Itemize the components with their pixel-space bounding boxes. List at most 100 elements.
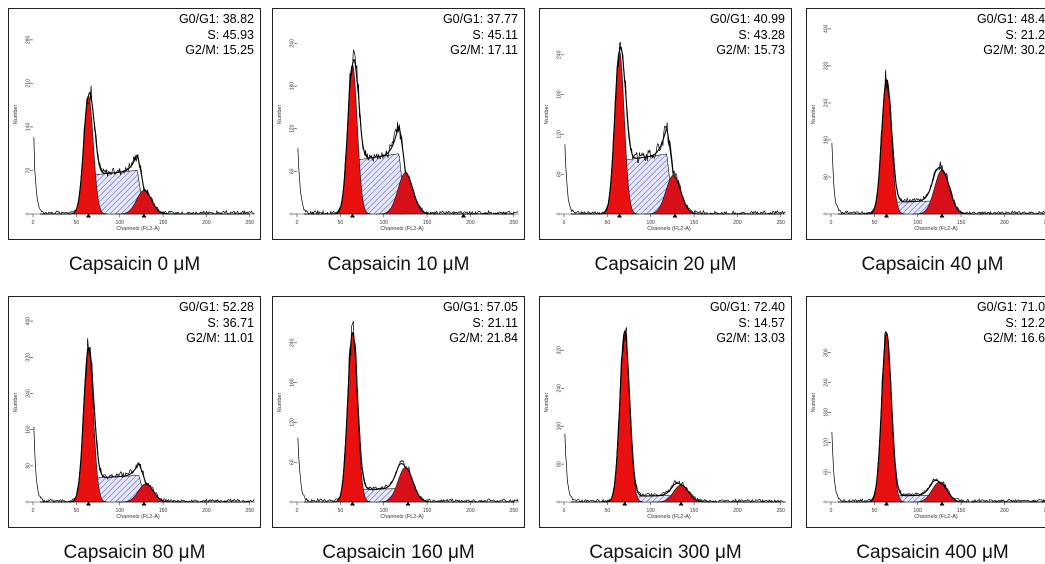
x-tick-label: 200 xyxy=(733,220,742,226)
panel-caption: Capsaicin 300 μM xyxy=(589,542,742,563)
peak-marker xyxy=(939,501,945,506)
y-tick-label: 400 xyxy=(25,317,31,326)
x-axis-label: Channels (FL2-A) xyxy=(914,226,958,232)
histogram-svg: 0 80 160 240 320 0 50 100 150 200 250 Channels (FL2… xyxy=(544,327,786,520)
y-tick-label: 240 xyxy=(557,384,563,393)
plot-frame: 0 80 160 240 320 400 0 50 100 150 200 250 Channels (… xyxy=(806,8,1045,240)
y-tick-label: 320 xyxy=(824,62,830,71)
x-axis-label: Channels (FL2-A) xyxy=(647,226,691,232)
panel-caption: Capsaicin 160 μM xyxy=(322,542,475,563)
y-tick-label: 210 xyxy=(26,79,32,88)
phase-stats: G0/G1: 37.77 S: 45.11 G2/M: 17.11 xyxy=(443,12,518,59)
y-tick-label: 0 xyxy=(290,500,296,503)
plot-frame: 0 60 120 180 240 0 50 100 150 200 250 Channels (FL2… xyxy=(539,8,792,240)
y-tick-label: 320 xyxy=(26,353,32,362)
peak-marker xyxy=(350,213,355,218)
stat-g2m: G2/M: 11.01 xyxy=(186,331,254,345)
x-tick-label: 250 xyxy=(777,220,786,226)
x-tick-label: 50 xyxy=(338,220,344,226)
stat-s: S: 43.28 xyxy=(738,27,785,42)
phase-stats: G0/G1: 52.28 S: 36.71 G2/M: 11.01 xyxy=(179,300,254,347)
y-tick-label: 140 xyxy=(26,123,32,132)
y-tick-label: 80 xyxy=(557,461,563,467)
stat-g0g1: G0/G1: 40.99 xyxy=(709,12,785,26)
y-tick-label: 240 xyxy=(26,389,32,398)
plot-frame: 0 60 120 180 240 0 50 100 150 200 250 Channels (FL2… xyxy=(272,8,525,240)
x-tick-label: 50 xyxy=(338,508,344,514)
histogram-svg: 0 60 120 180 240 300 0 50 100 150 200 250 Channels (… xyxy=(811,330,1045,520)
x-tick-label: 0 xyxy=(563,220,566,226)
x-axis-label: Channels (FL2-A) xyxy=(647,514,691,520)
x-tick-label: 50 xyxy=(74,220,80,226)
raw-data-line xyxy=(297,49,519,216)
x-tick-label: 250 xyxy=(1044,508,1045,514)
x-axis-label: Channels (FL2-A) xyxy=(914,514,958,520)
panel-caption: Capsaicin 40 μM xyxy=(861,254,1004,275)
x-tick-label: 250 xyxy=(246,220,255,226)
y-axis-label: Number xyxy=(13,105,19,125)
peak-marker xyxy=(350,501,355,506)
x-tick-label: 200 xyxy=(1000,508,1009,514)
x-tick-label: 150 xyxy=(690,220,699,226)
x-tick-label: 100 xyxy=(380,220,389,226)
histogram-svg: 0 60 120 180 240 0 50 100 150 200 250 Channels (FL2… xyxy=(277,320,519,520)
phase-stats: G0/G1: 38.82 S: 45.93 G2/M: 15.25 xyxy=(179,12,254,59)
stat-g0g1: G0/G1: 48.43 xyxy=(976,12,1045,26)
x-tick-label: 0 xyxy=(32,220,35,226)
model-fit-line xyxy=(570,329,781,503)
y-tick-label: 160 xyxy=(26,425,32,434)
x-tick-label: 200 xyxy=(466,220,475,226)
stat-g2m: G2/M: 13.03 xyxy=(716,331,785,345)
model-fit-line xyxy=(570,46,781,215)
model-fit-line xyxy=(39,346,250,503)
histogram-svg: 0 70 140 210 280 0 50 100 150 200 250 Channels (FL2… xyxy=(13,35,255,232)
y-tick-label: 240 xyxy=(557,50,563,59)
peak-marker xyxy=(461,213,466,218)
y-tick-label: 120 xyxy=(290,418,296,427)
plot-frame: 0 60 120 180 240 300 0 50 100 150 200 250 Channels (… xyxy=(806,296,1045,528)
g0g1-peak xyxy=(605,330,644,503)
y-tick-label: 120 xyxy=(824,438,830,447)
g0g1-peak xyxy=(867,79,906,215)
y-axis-label: Number xyxy=(544,393,550,413)
y-tick-label: 60 xyxy=(824,469,830,475)
x-tick-label: 150 xyxy=(957,508,966,514)
x-tick-label: 200 xyxy=(466,508,475,514)
stat-g2m: G2/M: 15.25 xyxy=(185,43,254,57)
x-axis-label: Channels (FL2-A) xyxy=(116,514,160,520)
peak-marker xyxy=(141,213,147,218)
y-axis-label: Number xyxy=(277,393,283,413)
y-tick-label: 0 xyxy=(290,212,296,215)
peak-marker xyxy=(622,501,628,506)
x-tick-label: 150 xyxy=(423,220,432,226)
panel-caption: Capsaicin 20 μM xyxy=(594,254,737,275)
y-tick-label: 0 xyxy=(824,212,830,215)
x-tick-label: 250 xyxy=(1044,220,1045,226)
stat-g2m: G2/M: 17.11 xyxy=(450,43,518,57)
model-fit-line xyxy=(303,331,514,503)
raw-data-line xyxy=(297,320,519,503)
g0g1-peak xyxy=(333,332,372,503)
raw-data-line xyxy=(831,330,1045,503)
stat-g0g1: G0/G1: 72.40 xyxy=(709,300,785,314)
peak-marker xyxy=(141,501,147,506)
peak-marker xyxy=(678,501,684,506)
stat-s: S: 12.26 xyxy=(1005,315,1045,330)
stat-g0g1: G0/G1: 37.77 xyxy=(442,12,518,26)
peak-marker xyxy=(617,213,622,218)
phase-stats: G0/G1: 57.05 S: 21.11 G2/M: 21.84 xyxy=(443,300,518,347)
panel-caption: Capsaicin 10 μM xyxy=(327,254,470,275)
x-tick-label: 150 xyxy=(423,508,432,514)
stat-g2m: G2/M: 30.28 xyxy=(983,43,1045,57)
y-tick-label: 70 xyxy=(26,167,32,173)
x-axis-label: Channels (FL2-A) xyxy=(116,226,160,232)
stat-s: S: 36.71 xyxy=(207,315,254,330)
y-tick-label: 0 xyxy=(26,500,32,503)
y-tick-label: 180 xyxy=(290,82,296,91)
y-tick-label: 0 xyxy=(557,212,563,215)
y-tick-label: 240 xyxy=(824,99,830,108)
stat-g2m: G2/M: 15.73 xyxy=(716,43,785,57)
stat-s: S: 45.93 xyxy=(207,27,254,42)
y-tick-label: 300 xyxy=(824,348,830,357)
y-tick-label: 0 xyxy=(26,212,32,215)
